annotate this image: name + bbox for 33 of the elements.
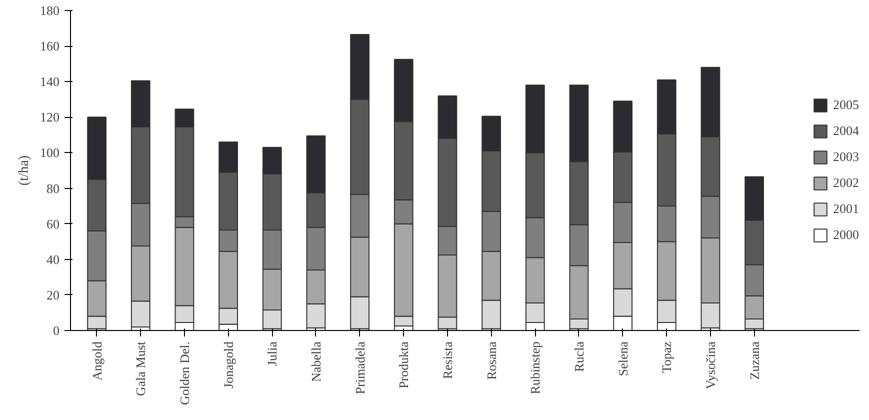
x-tick-label: Selena <box>615 341 630 376</box>
y-tick-label: 40 <box>46 252 60 267</box>
legend-label: 2003 <box>833 149 859 165</box>
x-tick-label: Resista <box>440 341 455 380</box>
x-tick-label: Primadela <box>352 341 368 394</box>
x-tick-label: Gala Must <box>133 341 148 396</box>
x-tick-label: Rubinstep <box>528 341 543 394</box>
legend-label: 2004 <box>833 123 859 139</box>
x-tick-label: Angold <box>89 341 104 380</box>
y-tick-label: 60 <box>46 216 60 232</box>
y-axis-title: (t/ha) <box>17 155 32 186</box>
legend-label: 2002 <box>833 175 859 191</box>
y-tick-label: 160 <box>40 38 60 54</box>
y-tick-label: 80 <box>46 180 60 196</box>
legend-label: 2000 <box>833 227 859 243</box>
y-tick-label: 100 <box>40 145 60 160</box>
y-tick-label: 0 <box>53 323 60 338</box>
y-tick-label: 140 <box>40 74 60 90</box>
y-tick-label: 180 <box>40 3 60 18</box>
x-tick-label: Golden Del. <box>176 341 192 406</box>
legend-label: 2005 <box>833 97 859 113</box>
x-tick-label: Topaz <box>659 341 674 374</box>
y-tick-label: 120 <box>40 110 60 125</box>
x-tick-label: Produkta <box>396 341 412 388</box>
x-tick-label: Rucla <box>571 341 586 372</box>
x-tick-label: Jonagold <box>220 341 236 388</box>
x-tick-label: Vysočina <box>702 341 718 390</box>
x-tick-label: Nabella <box>308 341 324 382</box>
legend-label: 2001 <box>833 201 859 217</box>
x-tick-label: Julia <box>264 341 280 366</box>
x-tick-label: Rosana <box>484 341 499 380</box>
y-tick-label: 20 <box>46 287 60 302</box>
x-tick-label: Zuzana <box>746 341 762 380</box>
